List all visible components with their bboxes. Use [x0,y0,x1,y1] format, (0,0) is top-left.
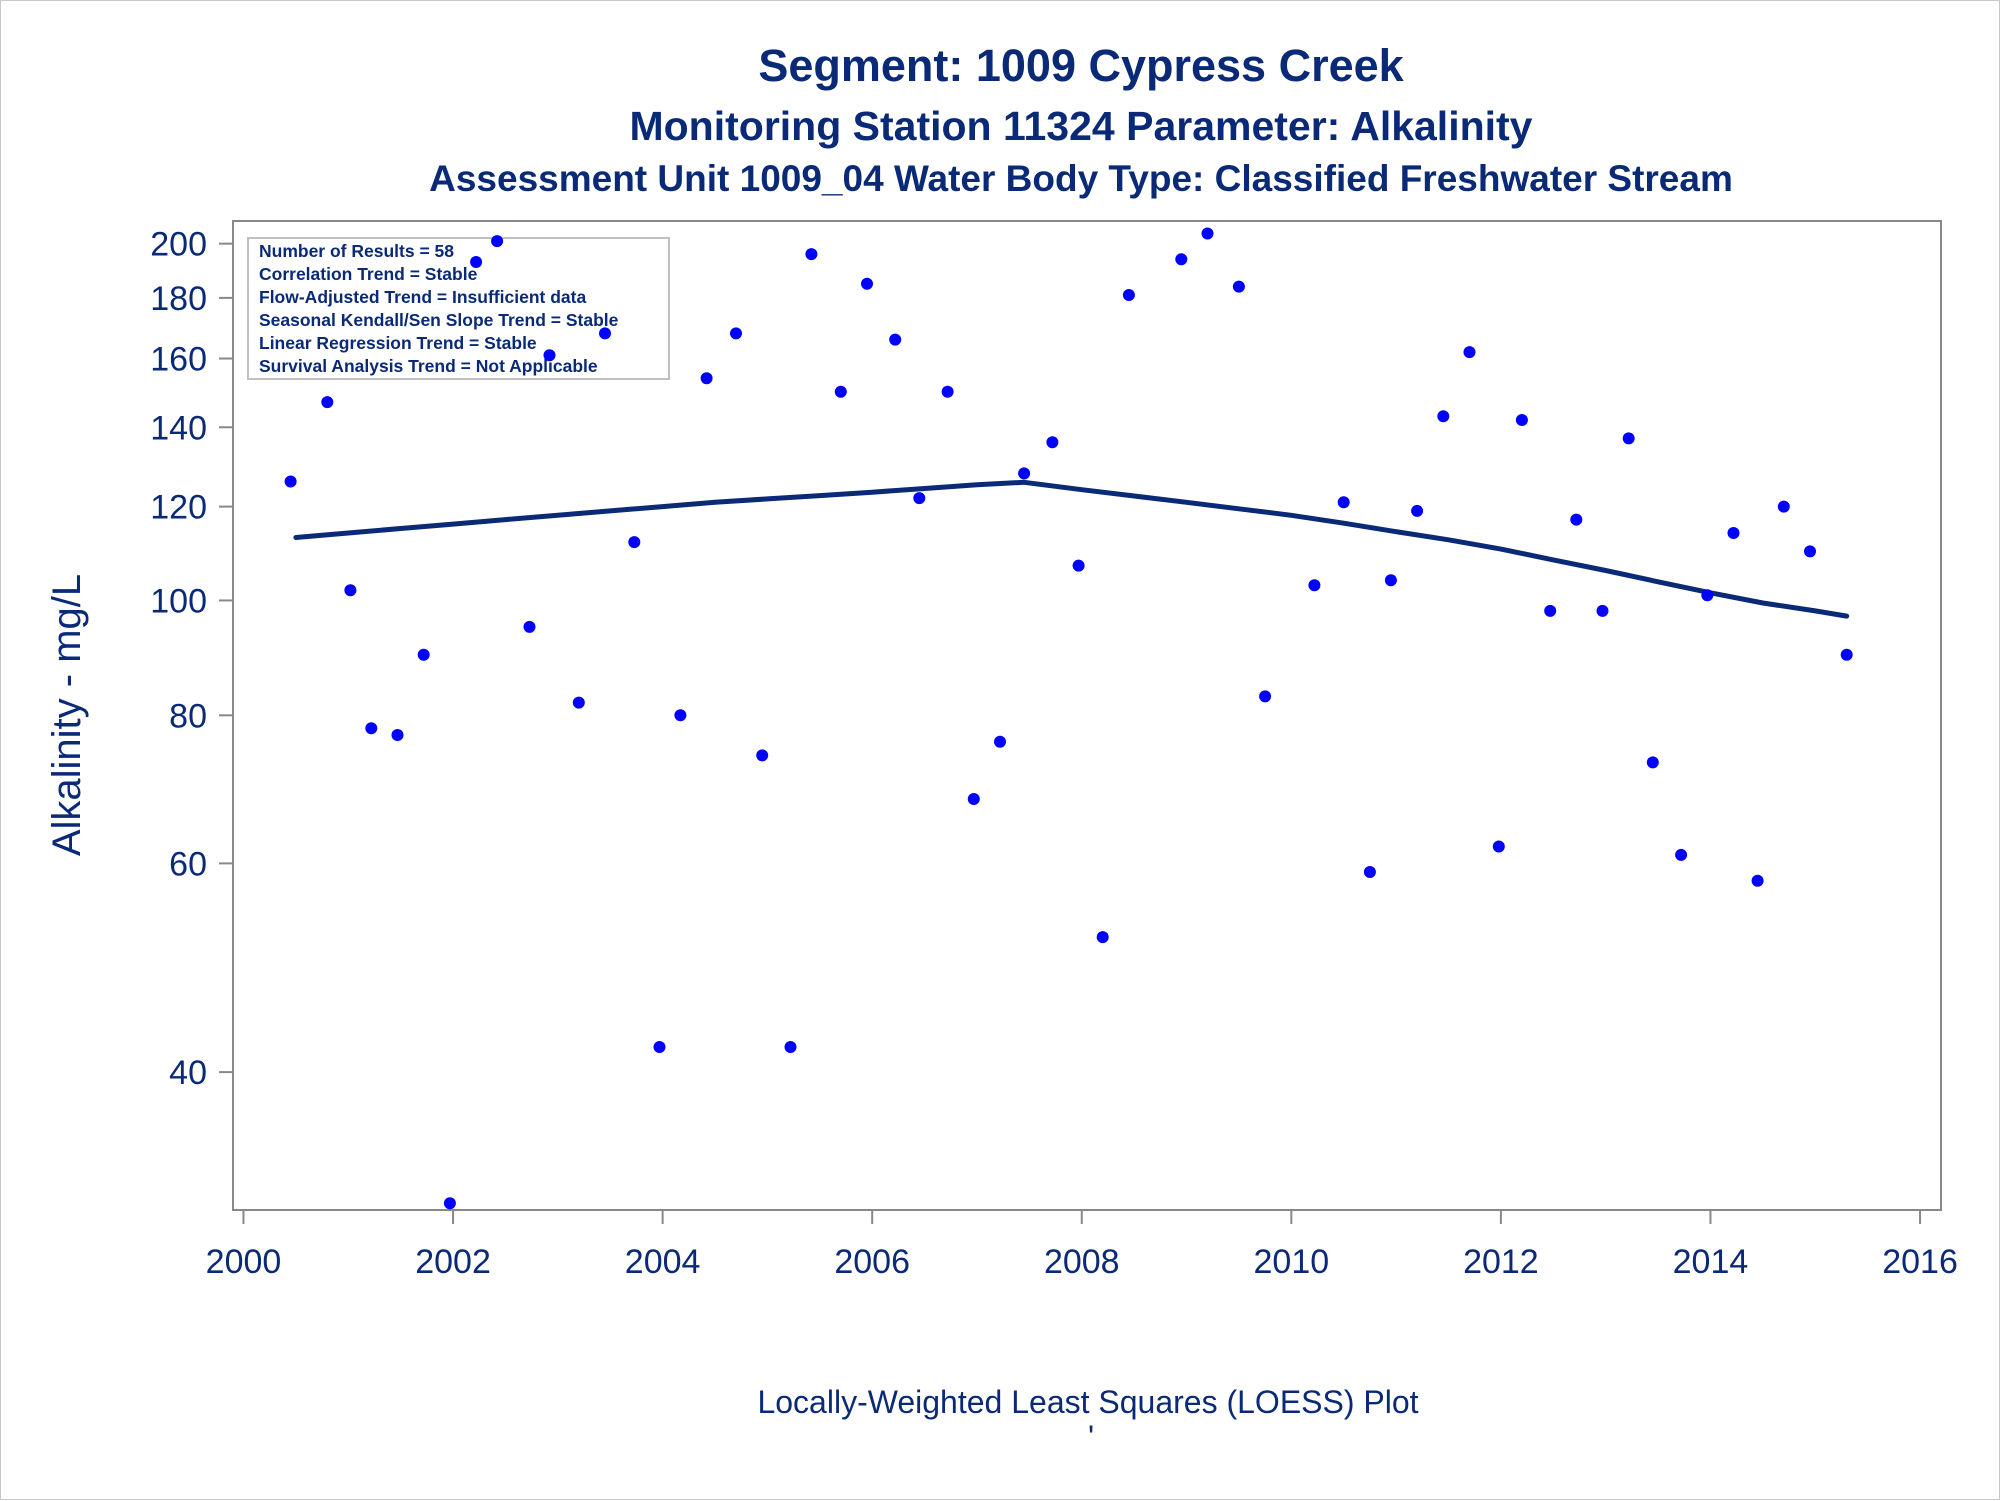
x-tick-label: 2000 [206,1243,282,1281]
data-point [994,735,1006,748]
data-point [1544,604,1557,617]
data-point [599,327,611,340]
data-point [1570,513,1583,526]
data-point [1463,346,1476,359]
data-point [1596,604,1609,617]
data-point [1018,467,1031,480]
data-point [1840,648,1853,661]
loess-line [293,479,1850,619]
data-point [1384,574,1397,587]
stats-box: Number of Results = 58 Correlation Trend… [247,237,670,380]
data-point [470,256,483,268]
data-point [1308,579,1321,592]
stats-line-linear-regression: Linear Regression Trend = Stable [259,333,537,353]
y-tick-label: 200 [150,226,207,264]
data-point [1122,289,1135,301]
data-point [834,385,847,398]
x-tick-label: 2008 [1044,1243,1120,1281]
data-point [1232,280,1245,293]
x-tick-label: 2012 [1463,1243,1539,1281]
y-tick-label: 160 [150,341,207,379]
data-point [391,729,404,741]
data-point [1337,496,1350,509]
y-axis-label: Alkalinity - mg/L [45,574,89,856]
data-point [730,327,742,340]
data-point [1777,500,1790,513]
x-tick-label: 2016 [1882,1243,1958,1281]
data-point [1751,874,1764,887]
y-tick-label: 140 [150,409,207,447]
y-tick-label: 180 [150,280,207,318]
data-point [1072,559,1085,572]
data-point [321,396,334,409]
data-point [1437,410,1450,423]
data-point [543,349,556,362]
data-point [1492,840,1505,853]
data-point [491,235,504,248]
data-point [1411,504,1424,517]
stats-line-flow-adjusted: Flow-Adjusted Trend = Insufficient data [259,287,586,307]
data-point [674,709,687,722]
y-tick-label: 80 [169,697,207,735]
data-point [1515,414,1528,426]
y-tick-label: 40 [169,1054,207,1092]
data-point [284,475,297,488]
data-point [784,1041,797,1053]
data-point [653,1041,666,1053]
data-point [1259,690,1272,703]
x-tick-label: 2004 [625,1243,701,1281]
data-point [628,536,641,549]
data-point [1175,253,1188,266]
data-point [913,492,926,505]
y-axis: 40 60 80 100 120 140 160 180 200 [150,226,233,1092]
footnote: Locally-Weighted Least Squares (LOESS) P… [757,1384,1418,1420]
data-point [1096,931,1109,944]
data-point [443,1197,456,1210]
stats-line-results: Number of Results = 58 [259,241,454,261]
data-point [523,620,536,633]
data-point [1701,589,1714,602]
data-point [967,793,980,805]
data-point [756,749,769,762]
data-point [1727,527,1740,539]
data-point [1363,866,1376,878]
stats-box-frame [247,237,670,380]
stats-line-survival-analysis: Survival Analysis Trend = Not Applicable [259,356,598,376]
data-point [861,277,873,290]
y-tick-label: 60 [169,845,207,883]
data-point [805,248,818,261]
y-tick-label: 100 [150,582,207,620]
points-layer [284,227,1853,1210]
x-tick-label: 2010 [1254,1243,1330,1281]
data-point [1622,432,1635,445]
data-point [365,722,378,735]
data-point [1804,545,1816,558]
data-point [572,696,585,709]
stats-line-seasonal-kendall: Seasonal Kendall/Sen Slope Trend = Stabl… [259,310,619,330]
chart-title: Segment: 1009 Cypress Creek [758,40,1404,91]
data-point [941,385,954,398]
data-point [1201,227,1214,240]
x-tick-label: 2006 [834,1243,910,1281]
data-point [344,584,357,597]
chart-subtitle: Monitoring Station 11324 Parameter: Alka… [629,103,1532,149]
stats-line-correlation: Correlation Trend = Stable [259,264,478,284]
data-point [1675,848,1688,861]
data-point [1646,756,1659,769]
data-point [700,372,713,385]
x-tick-label: 2014 [1673,1243,1749,1281]
y-tick-label: 120 [150,489,207,527]
data-point [417,648,430,661]
data-point [889,333,902,346]
x-axis: 2000 2002 2004 2006 2008 2010 2012 2014 2016 [206,1210,1958,1281]
data-point [1046,436,1059,449]
footnote-mark: ' [1088,1419,1094,1455]
chart-subtitle-2: Assessment Unit 1009_04 Water Body Type:… [429,158,1733,199]
x-tick-label: 2002 [415,1243,491,1281]
loess-layer [293,479,1850,619]
